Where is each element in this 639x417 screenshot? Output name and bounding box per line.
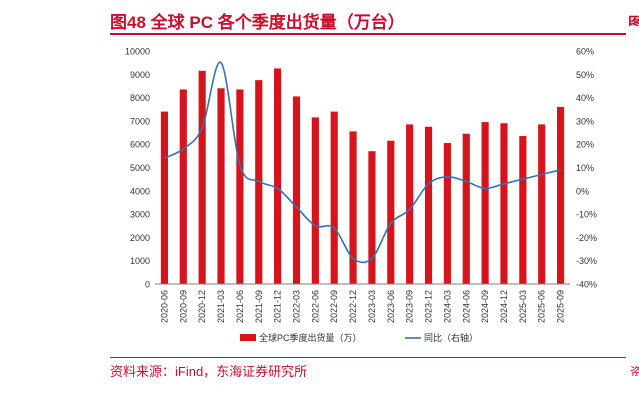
y-left-tick-label: 4000 bbox=[130, 186, 150, 196]
bar-2024-09 bbox=[481, 122, 489, 284]
legend-label-bar: 全球PC季度出货量（万） bbox=[259, 332, 362, 343]
bar-2024-03 bbox=[443, 143, 451, 284]
x-tick-label: 2025-06 bbox=[537, 290, 547, 323]
y-right-tick-label: 0% bbox=[576, 186, 589, 196]
y-right-tick-label: 10% bbox=[576, 163, 594, 173]
chart-title: 图48 全球 PC 各个季度出货量（万台） bbox=[110, 13, 405, 32]
y-right-tick-label: -10% bbox=[576, 210, 597, 220]
x-tick-label: 2021-12 bbox=[273, 290, 283, 323]
bar-2024-06 bbox=[462, 133, 470, 284]
x-tick-label: 2024-09 bbox=[480, 290, 490, 323]
y-right-tick-label: -40% bbox=[576, 280, 597, 290]
y-right-tick-label: 30% bbox=[576, 116, 594, 126]
x-tick-label: 2022-09 bbox=[329, 290, 339, 323]
y-left-tick-label: 3000 bbox=[130, 210, 150, 220]
bar-2025-09 bbox=[556, 106, 565, 284]
bar-2024-12 bbox=[500, 123, 508, 284]
x-tick-label: 2025-03 bbox=[518, 290, 528, 323]
x-tick-label: 2024-03 bbox=[442, 290, 452, 323]
x-tick-label: 2020-12 bbox=[197, 290, 207, 323]
x-tick-label: 2024-06 bbox=[461, 290, 471, 323]
bar-2023-09 bbox=[406, 124, 414, 285]
next-source-fragment: 资 bbox=[630, 365, 639, 376]
y-left-tick-label: 1000 bbox=[130, 256, 150, 266]
next-figure-fragment: 图 bbox=[628, 16, 639, 26]
y-left-tick-label: 0 bbox=[145, 280, 150, 290]
x-tick-label: 2023-06 bbox=[386, 290, 396, 323]
legend: 全球PC季度出货量（万） 同比（右轴） bbox=[240, 332, 478, 343]
x-tick-label: 2022-12 bbox=[348, 290, 358, 323]
y-left-tick-label: 8000 bbox=[130, 93, 150, 103]
bar-2020-09 bbox=[179, 89, 187, 284]
bar-2021-06 bbox=[236, 89, 244, 284]
x-tick-label: 2022-03 bbox=[291, 290, 301, 323]
x-tick-label: 2021-03 bbox=[216, 290, 226, 323]
x-tick-label: 2025-09 bbox=[556, 290, 566, 323]
bar-2023-03 bbox=[368, 151, 376, 284]
bar-2022-12 bbox=[349, 131, 357, 284]
title-divider bbox=[110, 33, 626, 35]
bar-2022-06 bbox=[311, 117, 319, 284]
x-tick-label: 2024-12 bbox=[499, 290, 509, 323]
bar-2025-03 bbox=[519, 136, 527, 284]
x-tick-label: 2021-06 bbox=[235, 290, 245, 323]
bar-2023-06 bbox=[387, 140, 395, 284]
bar-2022-09 bbox=[330, 111, 338, 284]
y-right-tick-label: 60% bbox=[576, 47, 594, 57]
y-left-tick-label: 6000 bbox=[130, 140, 150, 150]
legend-swatch-bar bbox=[240, 334, 256, 341]
y-left-tick-label: 5000 bbox=[130, 163, 150, 173]
y-right-tick-label: 50% bbox=[576, 70, 594, 80]
bar-2020-06 bbox=[160, 111, 169, 284]
bar-2021-12 bbox=[274, 68, 282, 284]
y-right-tick-label: -30% bbox=[576, 256, 597, 266]
bar-2025-06 bbox=[538, 124, 546, 285]
y-left-tick-label: 10000 bbox=[125, 47, 150, 57]
y-left-tick-label: 2000 bbox=[130, 233, 150, 243]
x-tick-label: 2023-09 bbox=[405, 290, 415, 323]
y-right-tick-label: 20% bbox=[576, 140, 594, 150]
x-tick-label: 2023-12 bbox=[424, 290, 434, 323]
y-right-tick-label: 40% bbox=[576, 93, 594, 103]
source-note: 资料来源：iFind，东海证券研究所 bbox=[110, 364, 308, 379]
legend-label-line: 同比（右轴） bbox=[424, 332, 478, 343]
x-tick-label: 2020-06 bbox=[159, 290, 169, 323]
bar-2020-12 bbox=[198, 70, 206, 285]
x-tick-label: 2021-09 bbox=[254, 290, 264, 323]
bar-2021-03 bbox=[217, 88, 225, 284]
y-left-tick-label: 9000 bbox=[130, 70, 150, 80]
source-divider bbox=[110, 357, 626, 358]
x-tick-label: 2020-09 bbox=[178, 290, 188, 323]
x-tick-label: 2022-06 bbox=[310, 290, 320, 323]
y-left-tick-label: 7000 bbox=[130, 116, 150, 126]
x-tick-label: 2023-03 bbox=[367, 290, 377, 323]
y-right-tick-label: -20% bbox=[576, 233, 597, 243]
bar-2022-03 bbox=[292, 96, 301, 284]
bar-2023-12 bbox=[424, 126, 433, 284]
series-line-yoy bbox=[164, 61, 561, 264]
